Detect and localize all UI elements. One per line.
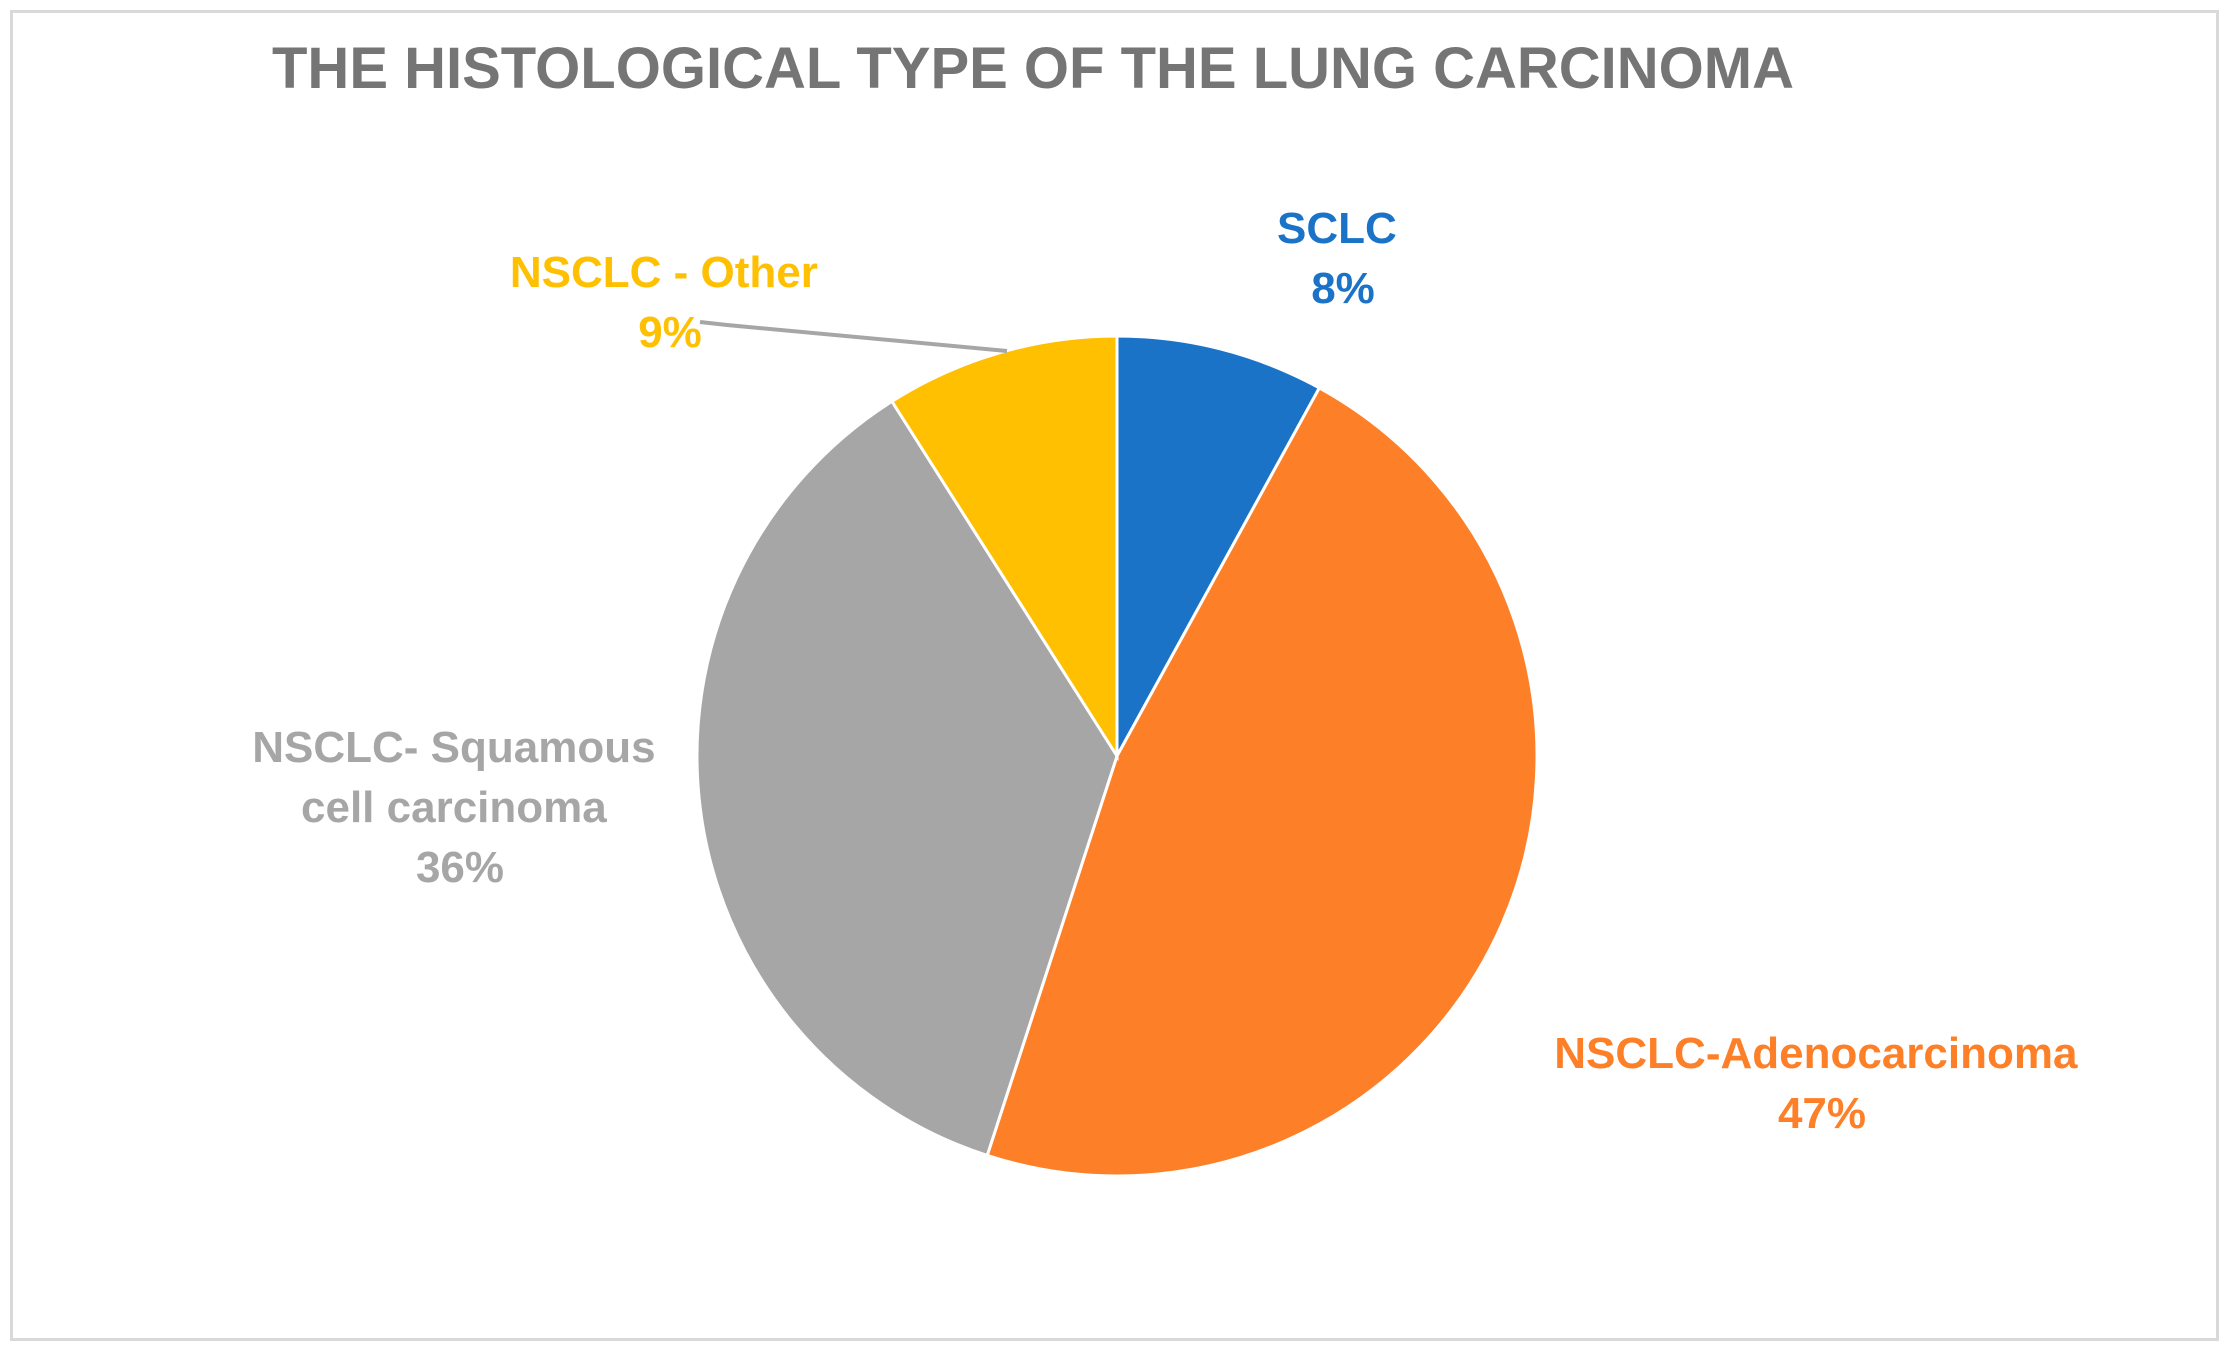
- pie-slices: [695, 334, 1539, 1178]
- label-adenocarcinoma-name: NSCLC-Adenocarcinoma: [1554, 1029, 2078, 1078]
- label-sclc-name: SCLC: [1277, 204, 1397, 253]
- label-adenocarcinoma: NSCLC-Adenocarcinoma 47%: [1554, 1029, 2089, 1138]
- pie-slice-3: [889, 334, 1119, 762]
- pie-slice-2: [695, 399, 1119, 1158]
- pie-slice-1: [985, 385, 1539, 1178]
- label-squamous-value: 36%: [416, 843, 504, 892]
- pie-slice-0: [1115, 334, 1322, 757]
- label-sclc-value: 8%: [1311, 264, 1375, 313]
- label-adenocarcinoma-value: 47%: [1778, 1089, 1866, 1138]
- label-squamous-line1: NSCLC- Squamous: [252, 723, 655, 772]
- label-squamous: NSCLC- Squamous cell carcinoma 36%: [252, 723, 668, 892]
- leader-line-other: [699, 320, 1008, 353]
- label-sclc: SCLC 8%: [1277, 204, 1409, 313]
- label-squamous-line2: cell carcinoma: [301, 783, 607, 832]
- label-other: NSCLC - Other 9%: [510, 248, 830, 357]
- label-other-value: 9%: [638, 308, 702, 357]
- label-other-name: NSCLC - Other: [510, 248, 818, 297]
- chart-title: THE HISTOLOGICAL TYPE OF THE LUNG CARCIN…: [272, 36, 1794, 101]
